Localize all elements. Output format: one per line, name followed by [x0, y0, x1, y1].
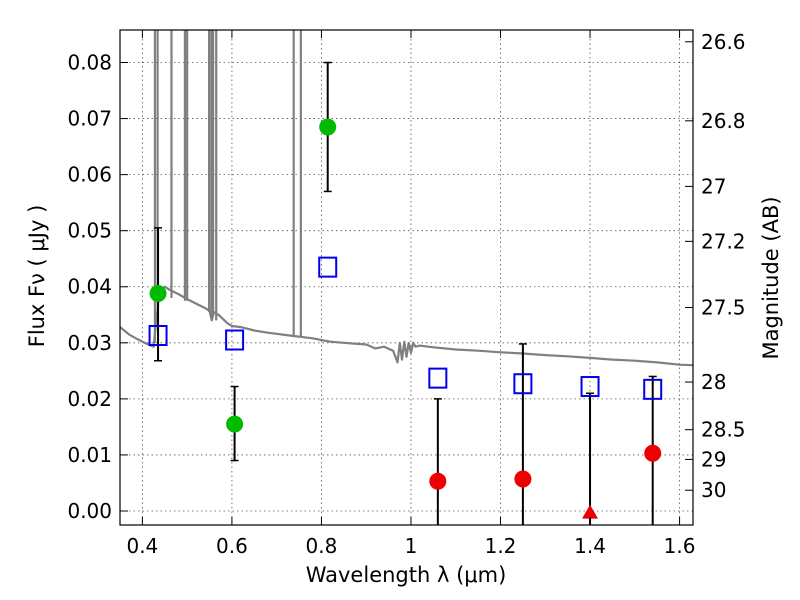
y-tick-label: 0.02	[67, 387, 112, 411]
x-tick-label: 0.6	[216, 534, 248, 558]
model-photometry-marker	[643, 378, 663, 400]
right-tick-label: 28.5	[701, 418, 746, 442]
right-tick-label: 29	[701, 447, 726, 471]
y-tick-label: 0.08	[67, 51, 112, 75]
x-tick-label: 0.4	[126, 534, 158, 558]
grid-lines	[120, 30, 693, 525]
right-tick-label: 28	[701, 370, 726, 394]
model-spectrum-layer	[120, 30, 693, 367]
y-tick-label: 0.07	[67, 107, 112, 131]
x-tick-label: 1.6	[664, 534, 696, 558]
x-tick-label: 1.2	[485, 534, 517, 558]
y-tick-label: 0.04	[67, 275, 112, 299]
right-tick-label: 27.5	[701, 295, 746, 319]
observed-green-point	[319, 118, 337, 136]
model-photometry-marker	[580, 376, 600, 398]
model-photometry-marker	[428, 367, 448, 389]
y-tick-label: 0.06	[67, 163, 112, 187]
right-tick-label: 27	[701, 174, 726, 198]
model-photometry-marker	[225, 329, 245, 351]
right-tick-label: 26.6	[701, 30, 746, 54]
y-axis-label: Flux Fν ( μJy )	[25, 205, 49, 348]
error-bars-layer	[154, 61, 657, 525]
x-tick-label: 1	[405, 534, 418, 558]
model-photometry-marker	[318, 256, 338, 278]
ticks-layer: 0.4 0.6 0.8 1 1.2 1.4 1.6 0.00 0.01 0.02 0.03 0.04 0…	[67, 30, 745, 558]
x-axis-label: Wavelength λ (μm)	[306, 563, 507, 587]
markers-layer	[148, 118, 663, 519]
y-tick-label: 0.03	[67, 331, 112, 355]
plot-frame	[119, 29, 694, 526]
observed-red-point	[514, 470, 532, 488]
right-axis-label: Magnitude (AB)	[759, 196, 783, 359]
observed-green-point	[226, 415, 244, 433]
x-tick-label: 0.8	[306, 534, 338, 558]
spectrum-line	[120, 285, 693, 367]
observed-green-point	[149, 284, 167, 302]
y-tick-label: 0.00	[67, 499, 112, 523]
model-photometry-marker	[513, 373, 533, 395]
x-tick-label: 1.4	[574, 534, 606, 558]
right-tick-label: 26.8	[701, 109, 746, 133]
y-tick-label: 0.01	[67, 443, 112, 467]
right-tick-label: 27.2	[701, 229, 746, 253]
upper-limit-marker	[582, 504, 599, 519]
right-tick-label: 30	[701, 478, 726, 502]
model-photometry-marker	[148, 325, 168, 347]
observed-red-point	[429, 472, 447, 490]
observed-red-point	[644, 444, 662, 462]
y-tick-label: 0.05	[67, 219, 112, 243]
